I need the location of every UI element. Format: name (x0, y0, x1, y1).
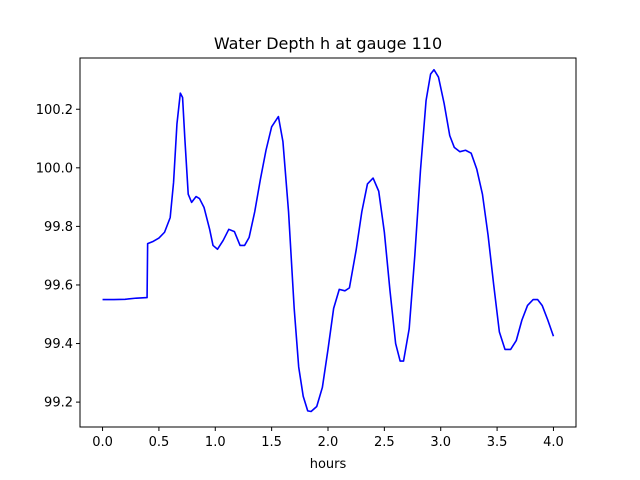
x-tick-label: 2.5 (374, 435, 395, 450)
y-tick-label: 99.4 (44, 337, 73, 352)
chart-title: Water Depth h at gauge 110 (214, 34, 442, 53)
x-tick-label: 1.5 (261, 435, 282, 450)
x-tick-label: 4.0 (543, 435, 564, 450)
series-line-0 (102, 68, 555, 413)
axes-frame (79, 57, 577, 428)
x-tick-label: 2.0 (318, 435, 339, 450)
y-tick-label: 99.2 (44, 396, 73, 411)
plot-area (102, 68, 555, 413)
x-tick-label: 0.5 (149, 435, 170, 450)
y-tick-label: 99.8 (44, 220, 73, 235)
y-tick-label: 99.6 (44, 278, 73, 293)
x-tick-label: 0.0 (92, 435, 113, 450)
x-axis-label: hours (310, 457, 347, 472)
x-tick-label: 3.0 (430, 435, 451, 450)
x-tick-label: 3.5 (487, 435, 508, 450)
y-tick-label: 100.0 (36, 161, 73, 176)
x-axis: 0.0 0.5 1.0 1.5 2.0 2.5 3.0 3.5 4.0 (92, 427, 564, 450)
y-axis: 99.2 99.4 99.6 99.8 100.0 100.2 (36, 103, 80, 411)
y-tick-label: 100.2 (36, 103, 73, 118)
x-tick-label: 1.0 (205, 435, 226, 450)
